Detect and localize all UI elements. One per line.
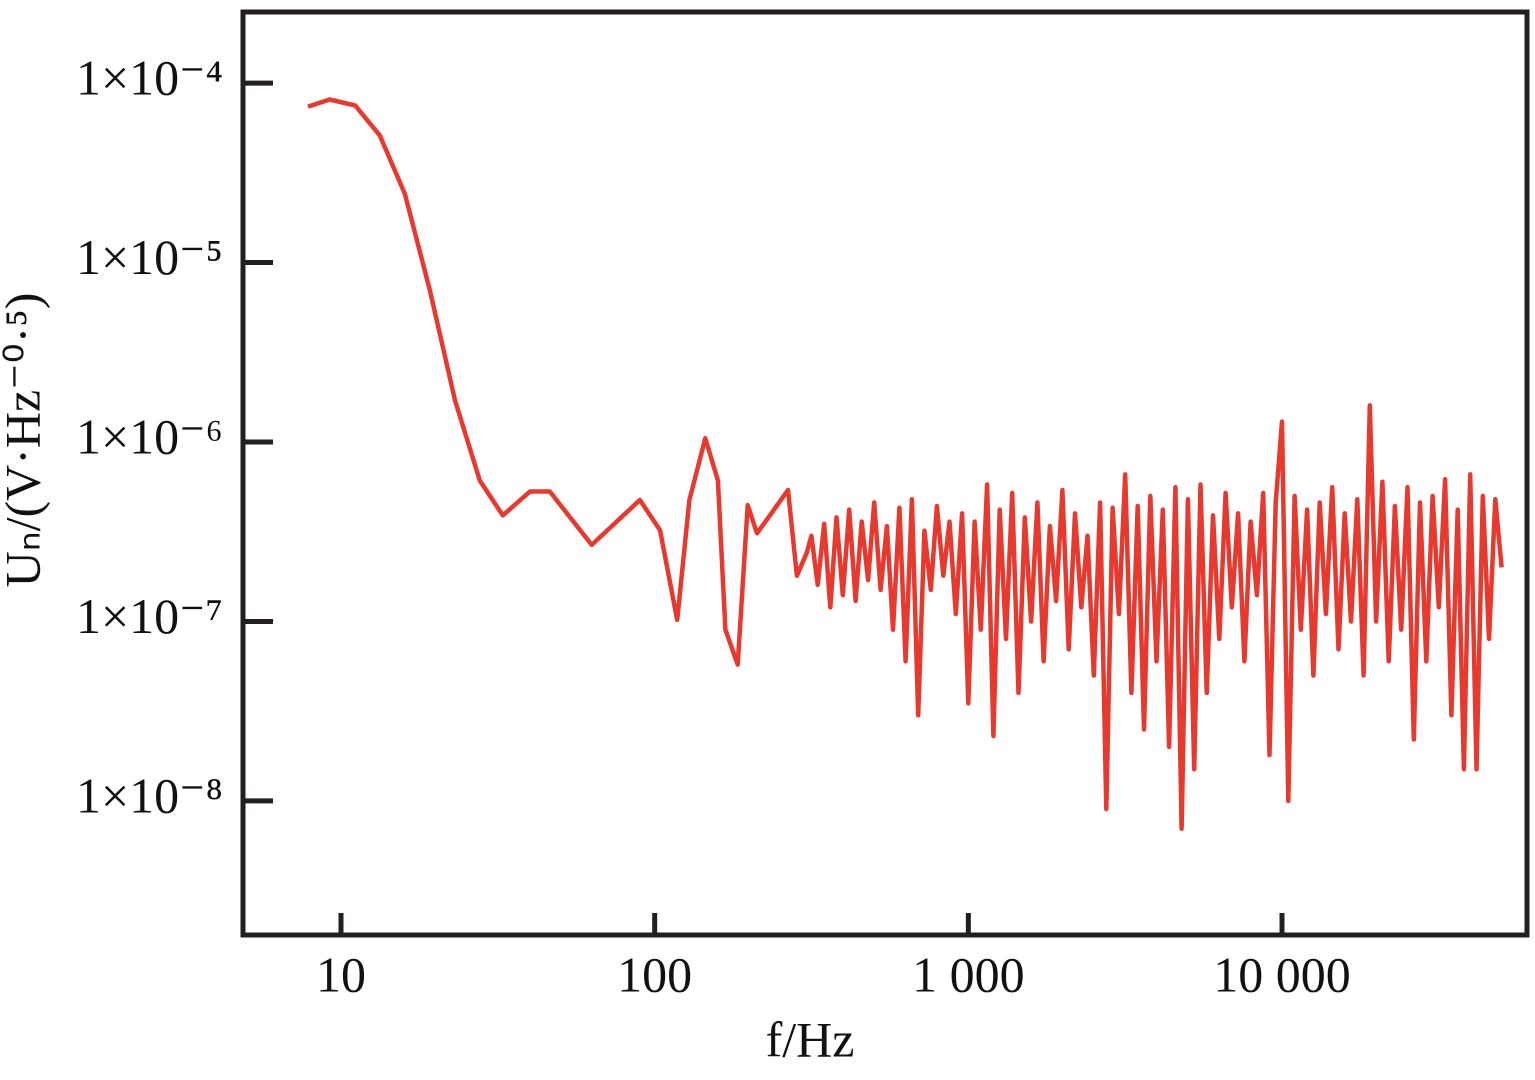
plot-frame — [240, 9, 1530, 938]
y-tick-label: 1×10⁻⁸ — [76, 767, 223, 823]
x-tick-label: 1 000 — [912, 946, 1025, 1002]
y-tick-label: 1×10⁻⁴ — [76, 50, 223, 106]
y-tick-label: 1×10⁻⁵ — [76, 229, 223, 285]
y-tick-label: 1×10⁻⁷ — [76, 588, 223, 644]
x-tick-label: 100 — [617, 946, 692, 1002]
x-tick-label: 10 — [316, 946, 366, 1002]
y-axis-label: Uₙ/(V·Hz⁻⁰·⁵) — [0, 293, 50, 588]
x-tick-label: 10 000 — [1213, 946, 1351, 1002]
data-line — [307, 97, 1504, 831]
x-axis-label: f/Hz — [766, 1011, 855, 1067]
y-tick-label: 1×10⁻⁶ — [76, 408, 223, 464]
